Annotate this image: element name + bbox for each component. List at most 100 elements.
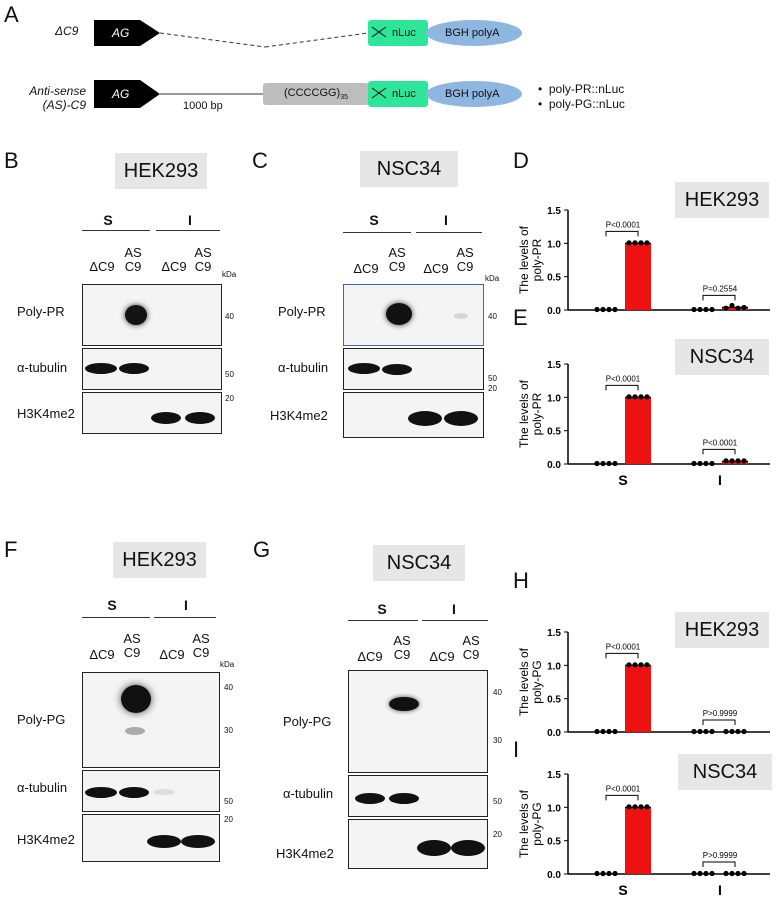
y-tick-label: 1.0 xyxy=(547,239,561,250)
kda-label: kDa xyxy=(485,274,500,283)
chart-cell-line-box: NSC34 xyxy=(675,339,769,375)
data-point xyxy=(594,306,600,313)
significance-bracket xyxy=(702,448,736,455)
data-point xyxy=(600,306,606,313)
y-tick-label: 0.5 xyxy=(547,273,561,284)
blot-band xyxy=(119,363,149,374)
blot-band xyxy=(408,411,442,426)
promoter-arrow-row2 xyxy=(94,80,160,108)
data-point xyxy=(632,662,638,668)
data-point xyxy=(709,460,715,467)
data-point xyxy=(703,870,709,877)
data-point xyxy=(735,870,741,877)
data-point xyxy=(691,728,697,735)
group-label-i: I xyxy=(444,212,448,228)
y-tick-label: 1.5 xyxy=(547,360,561,371)
group-underline xyxy=(82,617,150,618)
significance-bracket xyxy=(702,719,736,725)
row-label: α-tubulin xyxy=(278,360,329,375)
construct-name-line2: (AS)-C9 xyxy=(42,98,86,112)
data-point xyxy=(644,804,650,810)
promoter-arrow-row1 xyxy=(94,20,160,46)
product-name: poly-PG::nLuc xyxy=(548,97,625,111)
data-point xyxy=(606,870,612,877)
panel-label-i: I xyxy=(513,737,520,762)
mw-marker: 30 xyxy=(224,726,233,735)
lane-label: ΔC9 xyxy=(89,259,115,274)
panel-label-d: D xyxy=(513,148,529,173)
group-label-i: I xyxy=(188,212,192,228)
p-value-label: P>0.9999 xyxy=(703,851,738,860)
promoter-label-row1: AG xyxy=(112,26,130,40)
bar xyxy=(625,397,651,464)
panel-label-h: H xyxy=(513,568,529,593)
group-underline xyxy=(343,232,411,233)
y-tick-label: 0.0 xyxy=(547,306,561,317)
y-axis-label: The levels of xyxy=(517,225,531,294)
blot-band xyxy=(389,793,419,804)
row-label: α-tubulin xyxy=(17,780,68,795)
data-point xyxy=(729,302,735,309)
group-underline xyxy=(82,230,150,231)
data-point xyxy=(594,870,600,877)
data-point xyxy=(723,728,729,735)
lane-label: ΔC9 xyxy=(423,261,449,276)
y-tick-label: 0.0 xyxy=(547,728,561,739)
data-point xyxy=(600,728,606,735)
nluc-label-row1: nLuc xyxy=(392,27,416,39)
blot-band xyxy=(451,840,485,856)
mw-marker: 40 xyxy=(225,312,234,321)
data-point xyxy=(729,728,735,735)
mw-marker: 50 xyxy=(488,374,497,383)
row-label: H3K4me2 xyxy=(17,832,75,847)
significance-bracket xyxy=(605,230,639,237)
construct-name-line1: Anti-sense xyxy=(29,84,86,98)
lane-label: ΔC9 xyxy=(429,649,455,664)
row-label: Poly-PG xyxy=(283,714,332,729)
mw-marker: 20 xyxy=(493,830,502,839)
group-label-i: I xyxy=(184,597,188,613)
lane-label: ΔC9 xyxy=(353,261,379,276)
data-point xyxy=(723,458,729,464)
blot-band xyxy=(417,840,451,856)
data-point xyxy=(632,804,638,810)
kda-label: kDa xyxy=(222,270,237,279)
bar xyxy=(625,807,651,874)
data-point xyxy=(729,458,735,464)
y-axis-label: The levels of xyxy=(517,789,531,858)
panel-label-b: B xyxy=(4,148,19,173)
blot-strip xyxy=(348,819,488,869)
blot-band xyxy=(151,412,181,424)
y-tick-label: 1.5 xyxy=(547,206,561,217)
product-item: • poly-PG::nLuc xyxy=(538,97,625,112)
data-point xyxy=(703,728,709,735)
data-point xyxy=(735,458,741,464)
panel-label-e: E xyxy=(513,305,528,330)
lane-label: ΔC9 xyxy=(89,647,115,662)
y-axis-label: poly-PG xyxy=(530,660,544,703)
data-point xyxy=(626,394,632,400)
data-point xyxy=(600,460,606,467)
significance-bracket xyxy=(605,652,639,659)
data-point xyxy=(741,870,747,877)
construct-schematic xyxy=(94,20,522,108)
p-value-label: P>0.9999 xyxy=(703,709,738,718)
deletion-line-a xyxy=(159,32,266,48)
p-value-label: P<0.0001 xyxy=(606,374,641,383)
significance-bracket xyxy=(605,794,639,801)
significance-bracket xyxy=(702,861,736,867)
row-label: H3K4me2 xyxy=(270,408,328,423)
construct-name-as-c9: Anti-sense (AS)-C9 xyxy=(14,84,86,112)
bar xyxy=(625,665,651,732)
cell-line-box: HEK293 xyxy=(115,153,207,189)
y-tick-label: 1.0 xyxy=(547,661,561,672)
mw-marker: 30 xyxy=(493,736,502,745)
data-point xyxy=(741,304,747,311)
significance-bracket xyxy=(605,384,639,391)
blot-band-faint xyxy=(153,789,175,795)
data-point xyxy=(638,240,644,246)
lane-label: AS C9 xyxy=(393,633,411,662)
x-category-label: S xyxy=(618,882,627,898)
data-point xyxy=(691,870,697,877)
